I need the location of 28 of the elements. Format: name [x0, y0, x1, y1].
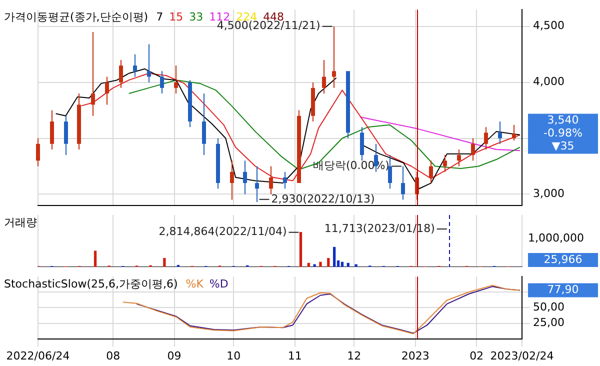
text: 33	[189, 10, 204, 24]
y-tick-label: 4,000	[533, 75, 564, 88]
y-tick-label: 4,500	[533, 19, 564, 32]
annotation: 2,930(2022/10/13)	[271, 192, 375, 206]
x-tick-label: 11	[288, 349, 302, 362]
text: 1,000,000	[528, 231, 584, 244]
x-tick-label: 10	[226, 349, 241, 362]
x-tick-label: 08	[106, 349, 120, 362]
y-tick-label: 25,00	[533, 316, 564, 330]
text: 7	[156, 10, 164, 24]
annotation: 2,814,864(2022/11/04)	[158, 225, 287, 238]
text: 15	[169, 10, 184, 24]
y-tick-label: 50,00	[533, 300, 564, 314]
chart-title: 거래량	[4, 216, 37, 229]
legend-title: 가격이동평균(종가,단순이평)	[4, 10, 148, 24]
y-tick-label: 3,000	[533, 187, 564, 200]
legend-title: StochasticSlow(25,6,가중이평,6)	[4, 277, 178, 290]
x-tick-label: 2023/02/24	[490, 349, 554, 362]
text: 25,966	[544, 252, 582, 266]
x-tick-label: 2023	[401, 349, 430, 362]
x-tick-label: 02	[470, 349, 484, 362]
x-tick-label: 12	[347, 349, 362, 362]
x-tick-label: 09	[167, 349, 182, 362]
text: 3,540 -0.98% ▼35	[544, 114, 582, 153]
x-tick-label: 2022/06/24	[6, 349, 70, 362]
text: %D	[209, 277, 228, 290]
text: %K	[186, 277, 204, 290]
text: 77,90	[547, 283, 579, 296]
